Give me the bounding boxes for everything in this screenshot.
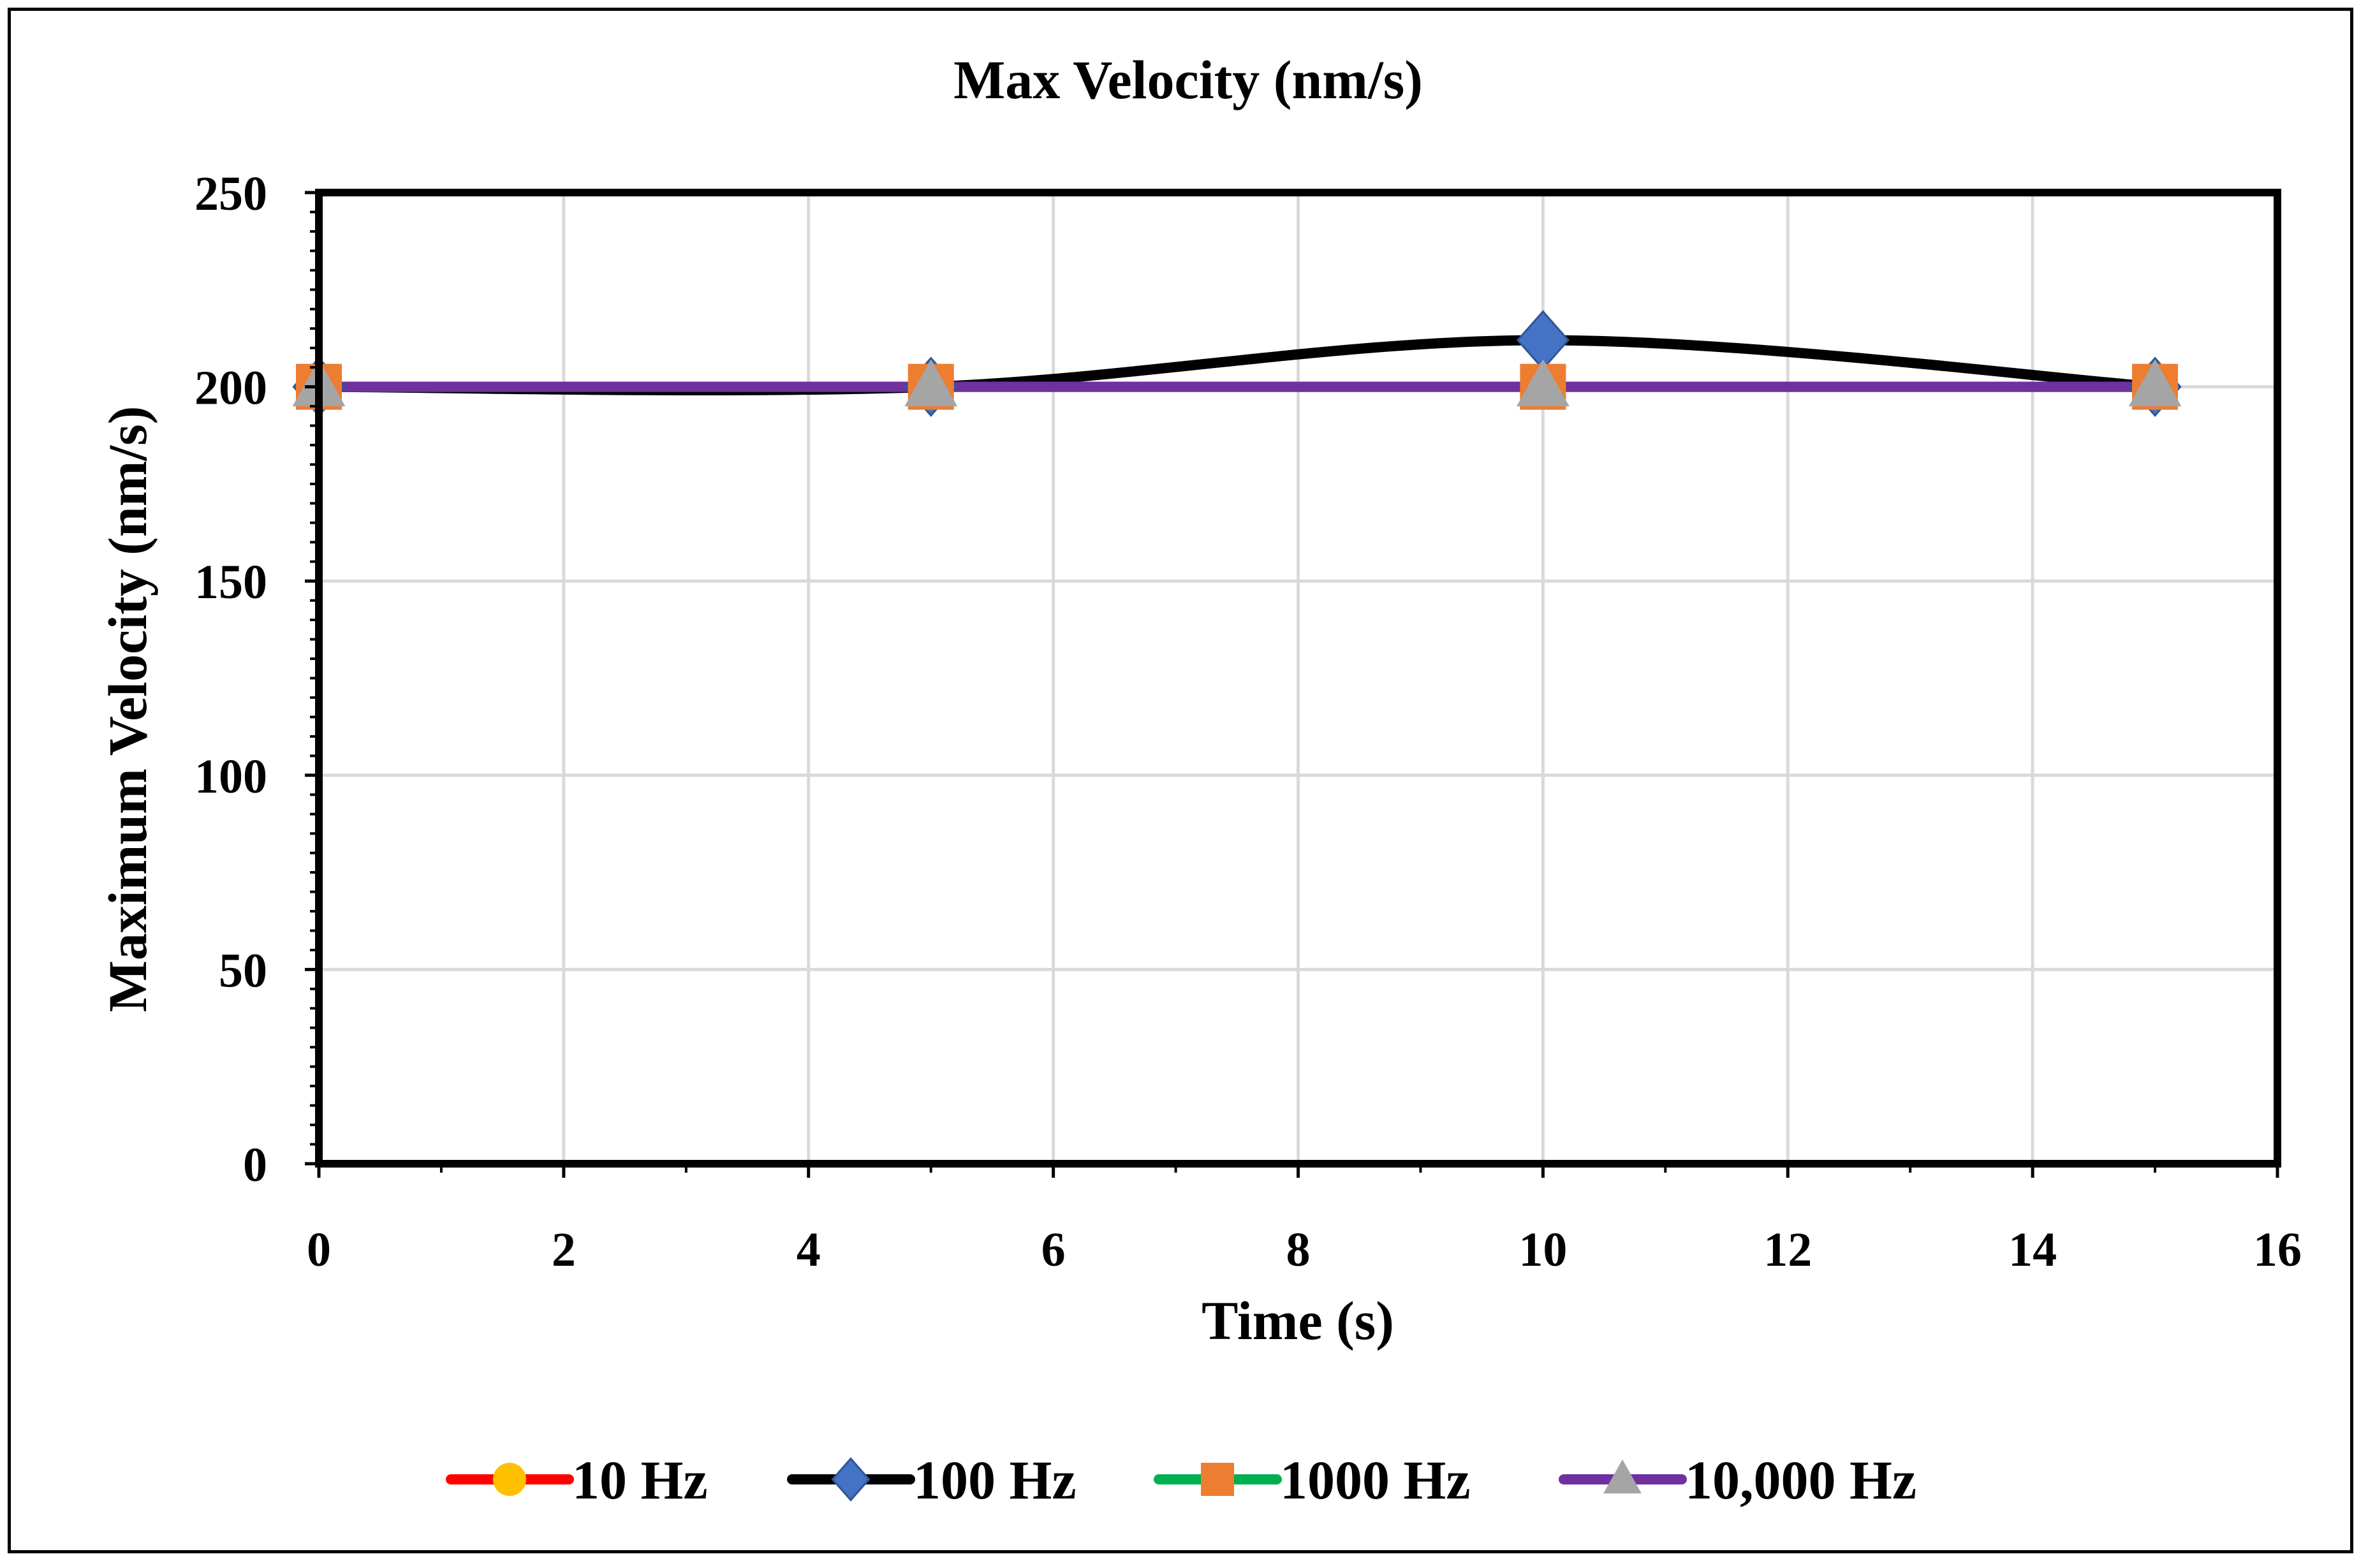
- x-tick-label: 14: [2008, 1223, 2057, 1277]
- chart-frame: Max Velocity (nm/s) 0 2 4 6 8 10 12 14 16 0 50 100 1…: [8, 8, 2353, 1553]
- x-tick-label: 12: [1763, 1223, 1812, 1277]
- legend-marker: [831, 1457, 871, 1502]
- x-tick-label: 8: [1286, 1223, 1311, 1277]
- axes: 0 2 4 6 8 10 12 14 16 0 50 100 150 200 250: [195, 167, 2302, 1277]
- legend-item: 10,000 Hz: [1559, 1449, 1916, 1511]
- legend-item: 1000 Hz: [1154, 1449, 1471, 1511]
- y-tick-label: 250: [195, 167, 267, 221]
- y-tick-label: 0: [243, 1138, 267, 1192]
- line-chart: Max Velocity (nm/s) 0 2 4 6 8 10 12 14 16 0 50 100 1…: [97, 49, 2302, 1511]
- x-tick-label: 10: [1519, 1223, 1567, 1277]
- series-lines: [314, 335, 2161, 396]
- legend-label: 100 Hz: [913, 1449, 1077, 1511]
- x-tick-label: 4: [797, 1223, 821, 1277]
- legend-item: 10 Hz: [446, 1449, 708, 1511]
- x-tick-label: 0: [307, 1223, 331, 1277]
- legend-marker: [1201, 1463, 1234, 1496]
- x-axis-title: Time (s): [1202, 1290, 1394, 1351]
- chart-title: Max Velocity (nm/s): [953, 49, 1423, 110]
- data-point: [1516, 359, 1570, 407]
- x-tick-label: 2: [552, 1223, 576, 1277]
- legend-marker: [1603, 1459, 1642, 1494]
- legend-marker: [493, 1463, 526, 1496]
- data-point: [904, 359, 958, 407]
- y-tick-label: 50: [219, 944, 267, 997]
- data-point: [2128, 359, 2182, 407]
- y-axis-title: Maximum Velocity (nm/s): [97, 406, 158, 1013]
- legend-item: 100 Hz: [787, 1449, 1077, 1511]
- legend-label: 10 Hz: [572, 1449, 708, 1511]
- y-tick-label: 100: [195, 750, 267, 803]
- x-tick-label: 16: [2253, 1223, 2302, 1277]
- x-tick-label: 6: [1041, 1223, 1066, 1277]
- grid: [319, 193, 2277, 1164]
- legend-label: 10,000 Hz: [1685, 1449, 1916, 1511]
- y-tick-label: 150: [195, 555, 267, 609]
- legend: 10 Hz 100 Hz 1000 Hz 10,000 Hz: [446, 1449, 1916, 1511]
- y-tick-label: 200: [195, 362, 267, 415]
- legend-label: 1000 Hz: [1280, 1449, 1471, 1511]
